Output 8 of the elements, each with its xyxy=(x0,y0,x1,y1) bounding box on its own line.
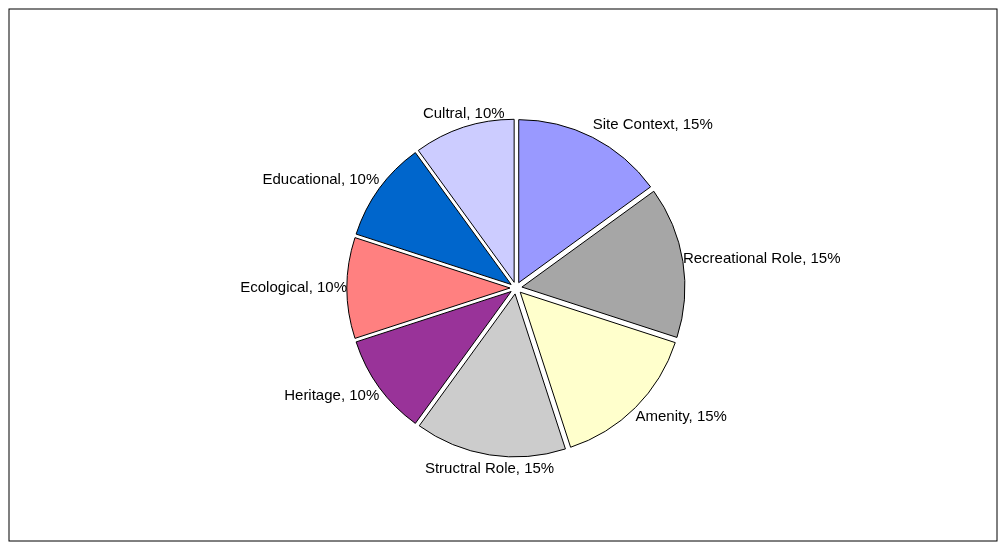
slice-label: Heritage, 10% xyxy=(284,385,380,403)
slice-label: Ecological, 10% xyxy=(240,277,347,295)
slice-label: Amenity, 15% xyxy=(635,407,727,425)
slice-label: Recreational Role, 15% xyxy=(682,249,841,267)
slice-label: Site Context, 15% xyxy=(592,114,713,132)
slice-label: Educational, 10% xyxy=(262,170,380,188)
slice-label: Cultral, 10% xyxy=(422,103,505,121)
slice-label: Structral Role, 15% xyxy=(424,458,555,476)
